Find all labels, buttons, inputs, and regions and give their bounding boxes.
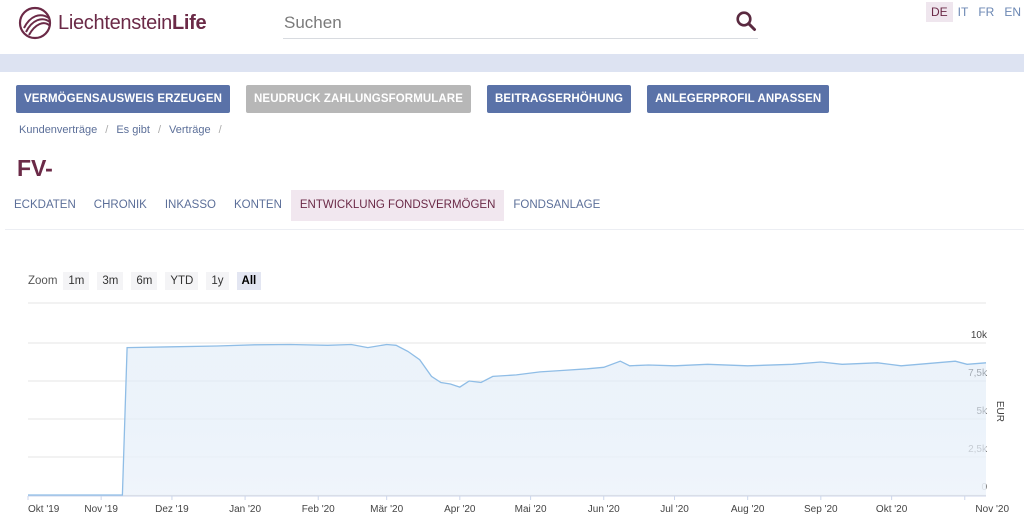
zoom-label: Zoom bbox=[28, 275, 58, 287]
series-area bbox=[28, 344, 986, 495]
zoom-selector: Zoom 1m 3m 6m YTD 1y All bbox=[28, 272, 269, 290]
breadcrumb-separator: / bbox=[218, 124, 222, 136]
adjust-investor-profile-button[interactable]: ANLEGERPROFIL ANPASSEN bbox=[647, 85, 830, 113]
breadcrumb-separator: / bbox=[157, 124, 162, 136]
zoom-ytd-button[interactable]: YTD bbox=[165, 272, 199, 290]
lang-de[interactable]: DE bbox=[926, 2, 953, 22]
contribution-increase-button[interactable]: BEITRAGSERHÖHUNG bbox=[486, 85, 632, 113]
x-tick-label: Dez '19 bbox=[155, 504, 189, 515]
header-band bbox=[0, 54, 1024, 72]
tab-inkasso[interactable]: INKASSO bbox=[164, 199, 216, 211]
lang-en[interactable]: EN bbox=[1004, 5, 1022, 19]
reprint-payment-forms-button[interactable]: NEUDRUCK ZAHLUNGSFORMULARE bbox=[246, 85, 471, 113]
x-tick-label: Nov '19 bbox=[84, 504, 118, 515]
tabs-divider bbox=[5, 229, 1024, 230]
x-tick-label: Jun '20 bbox=[588, 504, 620, 515]
zoom-1m-button[interactable]: 1m bbox=[63, 272, 90, 290]
y-tick-label: 10k bbox=[971, 330, 988, 341]
language-switcher: DE IT FR EN bbox=[926, 2, 1024, 22]
breadcrumb-item-contracts[interactable]: Verträge bbox=[169, 124, 211, 136]
zoom-3m-button[interactable]: 3m bbox=[97, 272, 124, 290]
logo-text-bold: Life bbox=[171, 11, 207, 34]
x-tick-label: Okt '19 bbox=[28, 504, 60, 515]
action-buttons: VERMÖGENSAUSWEIS ERZEUGEN NEUDRUCK ZAHLU… bbox=[16, 85, 845, 113]
logo-text-light: Liechtenstein bbox=[58, 11, 172, 34]
contract-title: FV- bbox=[17, 155, 53, 181]
series-line[interactable] bbox=[28, 343, 987, 496]
zoom-1y-button[interactable]: 1y bbox=[206, 272, 229, 290]
logo-mark-icon bbox=[18, 6, 52, 40]
x-tick-label: Aug '20 bbox=[731, 504, 765, 515]
tab-eckdaten[interactable]: ECKDATEN bbox=[14, 199, 76, 211]
x-tick-label: Feb '20 bbox=[302, 504, 335, 515]
x-tick-label: Sep '20 bbox=[804, 504, 838, 515]
logo[interactable]: LiechtensteinLife bbox=[18, 6, 207, 40]
search-icon[interactable] bbox=[735, 10, 757, 32]
y-axis-label: EUR bbox=[994, 401, 1005, 422]
x-tick-label: Apr '20 bbox=[444, 504, 476, 515]
search-input[interactable] bbox=[283, 8, 723, 38]
tab-fund-development[interactable]: ENTWICKLUNG FONDSVERMÖGEN bbox=[290, 190, 505, 221]
breadcrumb-item-customer-contracts[interactable]: Kundenverträge bbox=[19, 124, 98, 136]
tab-chronik[interactable]: CHRONIK bbox=[93, 199, 147, 211]
tab-fondsanlage[interactable]: FONDSANLAGE bbox=[513, 199, 601, 211]
zoom-6m-button[interactable]: 6m bbox=[131, 272, 158, 290]
contract-tabs: ECKDATEN CHRONIK INKASSO KONTEN ENTWICKL… bbox=[5, 190, 609, 221]
breadcrumb-separator: / bbox=[105, 124, 109, 136]
x-tick-label: Jul '20 bbox=[660, 504, 689, 515]
x-tick-label: Okt '20 bbox=[876, 504, 908, 515]
generate-asset-statement-button[interactable]: VERMÖGENSAUSWEIS ERZEUGEN bbox=[16, 85, 231, 113]
main-content: VERMÖGENSAUSWEIS ERZEUGEN NEUDRUCK ZAHLU… bbox=[5, 72, 1024, 528]
search-bar bbox=[283, 8, 758, 39]
breadcrumb: Kundenverträge / Es gibt / Verträge / bbox=[19, 124, 230, 136]
zoom-all-button[interactable]: All bbox=[236, 272, 262, 290]
breadcrumb-item-es-gibt[interactable]: Es gibt bbox=[116, 124, 150, 136]
x-tick-label: Mär '20 bbox=[370, 504, 403, 515]
lang-it[interactable]: IT bbox=[957, 5, 969, 19]
top-header: LiechtensteinLife DE IT FR EN bbox=[0, 0, 1024, 54]
x-tick-label: Jan '20 bbox=[229, 504, 261, 515]
tab-konten[interactable]: KONTEN bbox=[233, 199, 282, 211]
x-tick-label: Nov '20 bbox=[975, 504, 1009, 515]
lang-fr[interactable]: FR bbox=[978, 5, 995, 19]
x-tick-label: Mai '20 bbox=[515, 504, 547, 515]
